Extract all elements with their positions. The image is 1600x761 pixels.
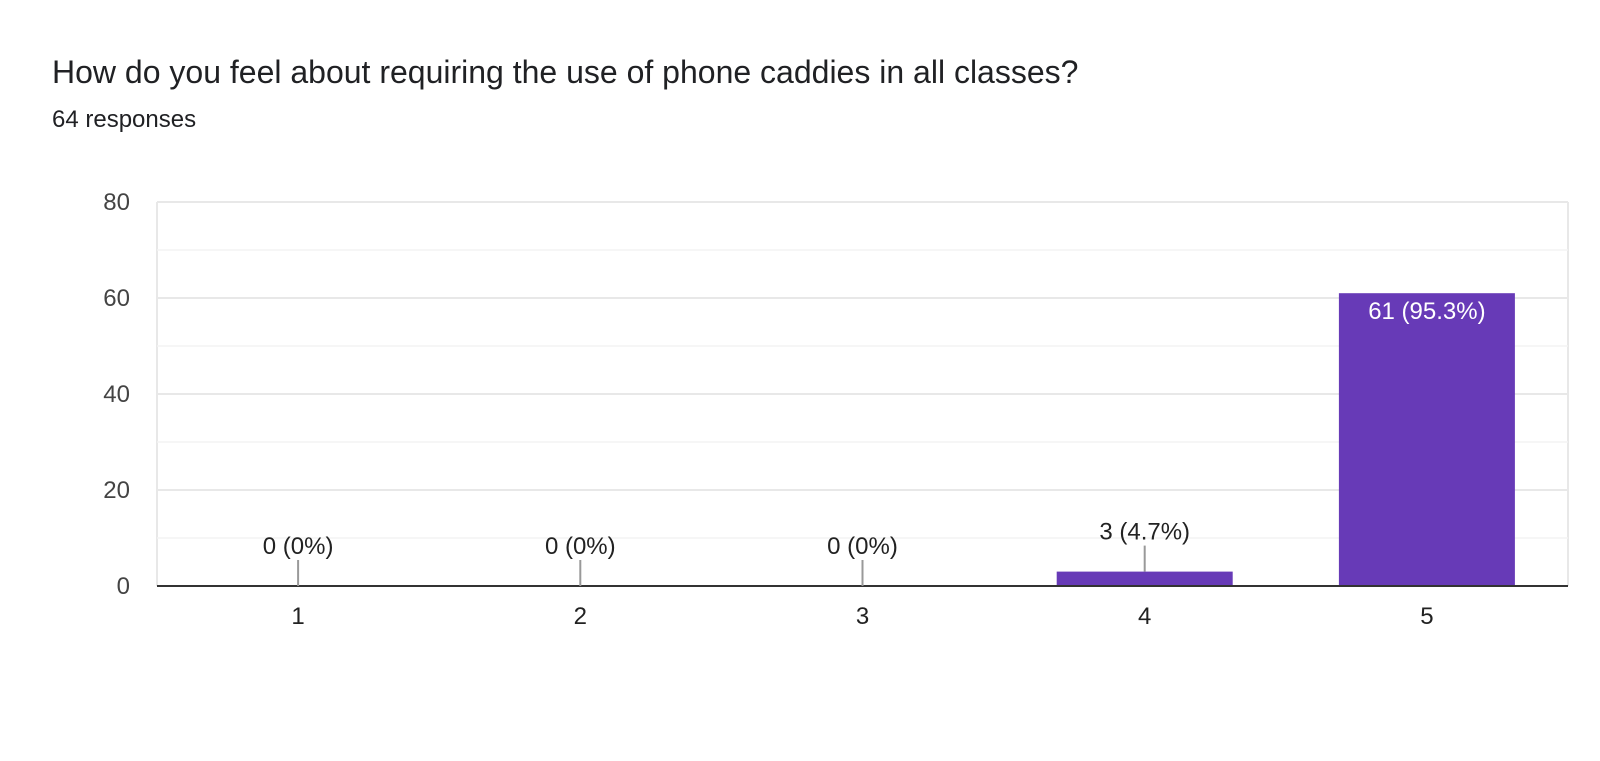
data-label-1: 0 (0%) xyxy=(263,533,334,560)
gridlines xyxy=(156,201,1569,586)
x-tick-label-2: 2 xyxy=(574,603,587,630)
bar-4 xyxy=(1056,571,1233,586)
y-tick-label: 0 xyxy=(117,573,130,600)
data-labels: 0 (0%) 0 (0%) 0 (0%) 3 (4.7%) 61 (95.3%) xyxy=(263,298,1486,586)
data-label-2: 0 (0%) xyxy=(545,533,616,560)
y-axis-ticks: 0 20 40 60 80 xyxy=(103,189,130,600)
y-tick-label: 60 xyxy=(103,285,130,312)
x-axis-ticks: 1 2 3 4 5 xyxy=(291,603,1433,630)
x-tick-label-1: 1 xyxy=(291,603,304,630)
data-label-5: 61 (95.3%) xyxy=(1368,298,1485,325)
y-tick-label: 80 xyxy=(103,189,130,216)
x-tick-label-3: 3 xyxy=(856,603,869,630)
question-title: How do you feel about requiring the use … xyxy=(52,54,1079,90)
bar-5 xyxy=(1338,293,1515,586)
data-label-4: 3 (4.7%) xyxy=(1099,519,1190,546)
bars xyxy=(1056,293,1515,586)
response-count: 64 responses xyxy=(52,106,197,133)
x-tick-label-5: 5 xyxy=(1420,603,1433,630)
data-label-3: 0 (0%) xyxy=(827,533,898,560)
y-tick-label: 20 xyxy=(103,477,130,504)
x-tick-label-4: 4 xyxy=(1138,603,1151,630)
y-tick-label: 40 xyxy=(103,381,130,408)
